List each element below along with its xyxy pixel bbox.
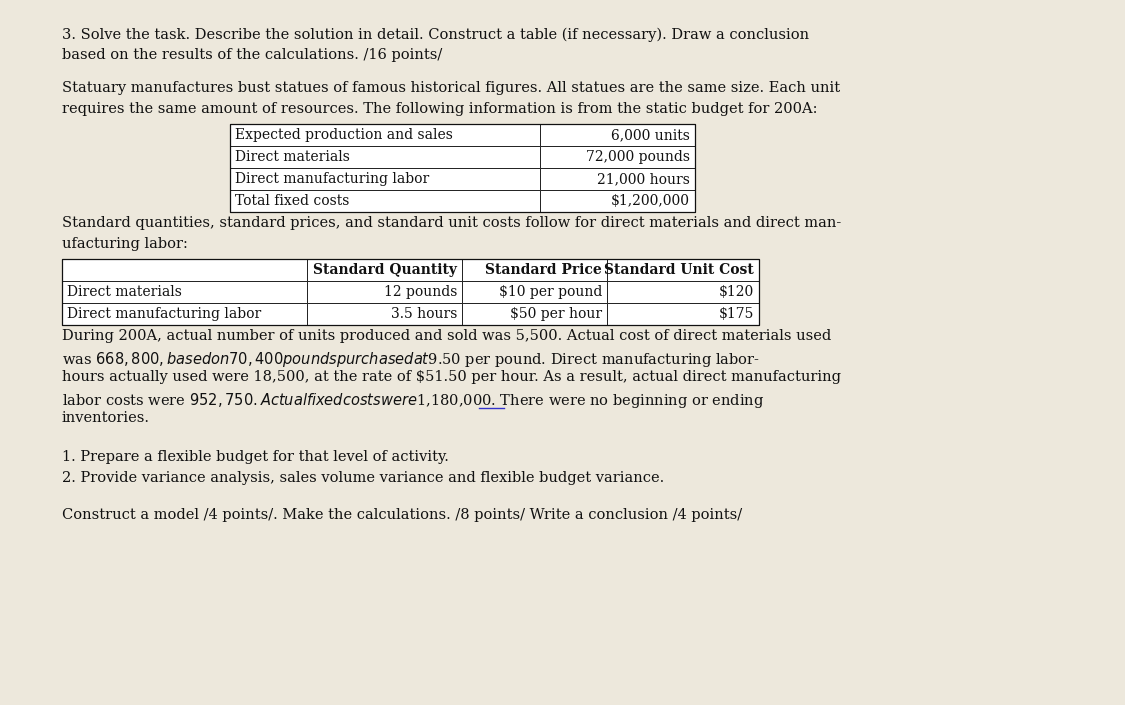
Text: $50 per hour: $50 per hour [510, 307, 602, 321]
Text: Direct manufacturing labor: Direct manufacturing labor [235, 172, 430, 186]
Text: $10 per pound: $10 per pound [498, 286, 602, 300]
Bar [229, 147, 540, 168]
Text: 3. Solve the task. Describe the solution in detail. Construct a table (if necess: 3. Solve the task. Describe the solution… [62, 28, 809, 42]
Text: 2. Provide variance analysis, sales volume variance and flexible budget variance: 2. Provide variance analysis, sales volu… [62, 471, 664, 485]
Bar [540, 147, 695, 168]
Text: requires the same amount of resources. The following information is from the sta: requires the same amount of resources. T… [62, 102, 818, 116]
Bar [307, 303, 462, 325]
Text: Construct a model /4 points/. Make the calculations. /8 points/ Write a conclusi: Construct a model /4 points/. Make the c… [62, 508, 742, 522]
Bar [462, 303, 608, 325]
Text: Statuary manufactures bust statues of famous historical figures. All statues are: Statuary manufactures bust statues of fa… [62, 81, 840, 95]
Text: Standard Quantity: Standard Quantity [313, 263, 457, 277]
Text: 72,000 pounds: 72,000 pounds [586, 150, 690, 164]
Text: labor costs were $952,750. Actual fixed costs were $1,180,000. There were no beg: labor costs were $952,750. Actual fixed … [62, 391, 764, 410]
Bar [462, 259, 608, 281]
Bar [608, 303, 759, 325]
Bar [608, 281, 759, 303]
Bar [229, 190, 540, 212]
Text: hours actually used were 18,500, at the rate of $51.50 per hour. As a result, ac: hours actually used were 18,500, at the … [62, 370, 841, 384]
Bar [307, 281, 462, 303]
Bar [540, 124, 695, 147]
Text: 3.5 hours: 3.5 hours [390, 307, 457, 321]
Text: inventories.: inventories. [62, 411, 150, 425]
Text: based on the results of the calculations. /16 points/: based on the results of the calculations… [62, 49, 442, 63]
Text: ufacturing labor:: ufacturing labor: [62, 237, 188, 251]
Bar [62, 281, 307, 303]
Bar [307, 259, 462, 281]
Bar [62, 259, 759, 325]
Bar [540, 168, 695, 190]
Text: Standard Price: Standard Price [485, 263, 602, 277]
Text: Expected production and sales: Expected production and sales [235, 128, 453, 142]
Bar [540, 190, 695, 212]
Text: Standard Unit Cost: Standard Unit Cost [604, 263, 754, 277]
Text: 21,000 hours: 21,000 hours [597, 172, 690, 186]
Bar [62, 259, 307, 281]
Bar [229, 168, 540, 190]
Text: Direct manufacturing labor: Direct manufacturing labor [68, 307, 261, 321]
Text: was $668,800, based on 70,400 pounds purchased at $9.50 per pound. Direct manufa: was $668,800, based on 70,400 pounds pur… [62, 350, 760, 369]
Text: 1. Prepare a flexible budget for that level of activity.: 1. Prepare a flexible budget for that le… [62, 450, 449, 465]
Text: Standard quantities, standard prices, and standard unit costs follow for direct : Standard quantities, standard prices, an… [62, 216, 841, 231]
Bar [608, 259, 759, 281]
Text: Total fixed costs: Total fixed costs [235, 195, 350, 208]
Text: During 200A, actual number of units produced and sold was 5,500. Actual cost of : During 200A, actual number of units prod… [62, 329, 831, 343]
Text: $120: $120 [719, 286, 754, 300]
Text: Direct materials: Direct materials [68, 286, 182, 300]
Text: Direct materials: Direct materials [235, 150, 350, 164]
Text: $175: $175 [719, 307, 754, 321]
Text: 12 pounds: 12 pounds [384, 286, 457, 300]
Bar [62, 303, 307, 325]
Bar [229, 124, 695, 212]
Text: 6,000 units: 6,000 units [611, 128, 690, 142]
Bar [229, 124, 540, 147]
Text: $1,200,000: $1,200,000 [611, 195, 690, 208]
Bar [462, 281, 608, 303]
